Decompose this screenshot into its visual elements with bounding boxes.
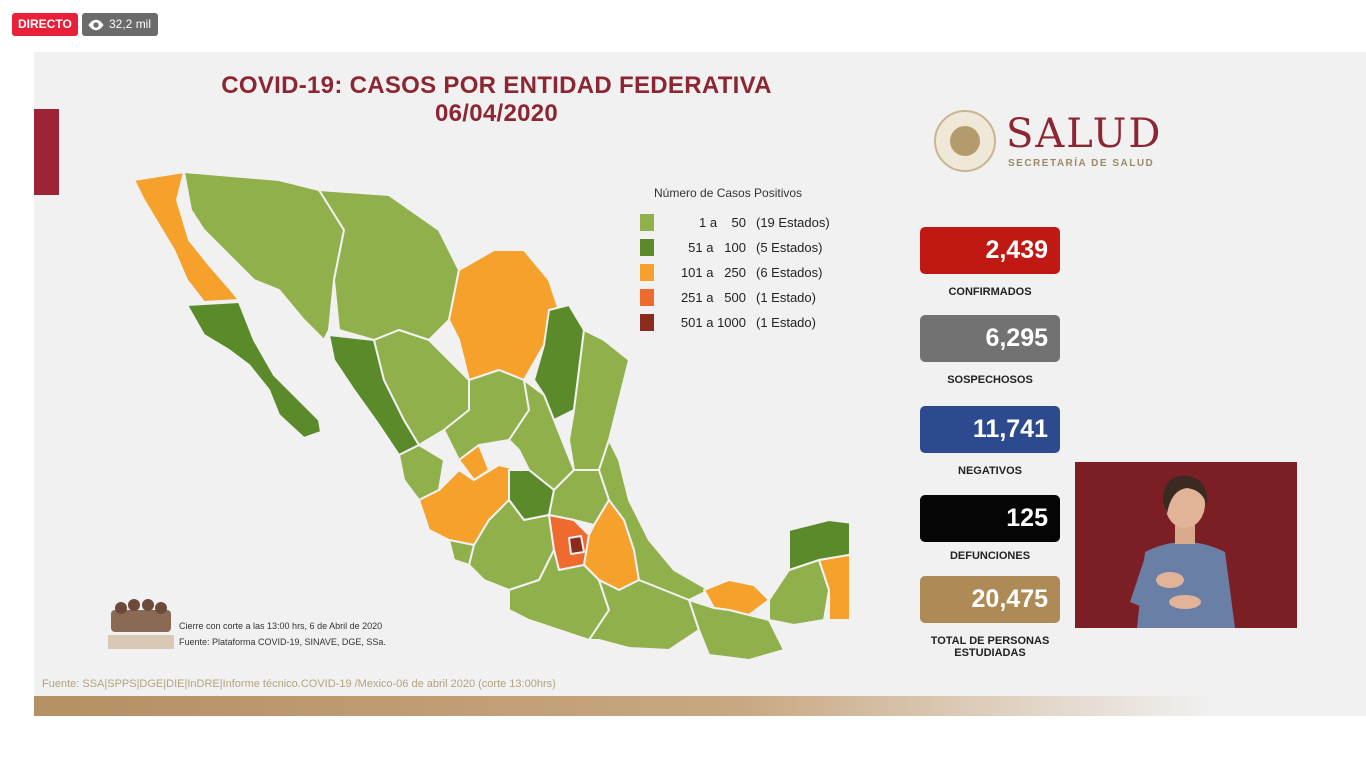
- legend-range: 251 a 500: [680, 290, 746, 305]
- logo-word: SALUD: [1006, 111, 1163, 157]
- mexico-map: [133, 171, 849, 660]
- legend-range: 501 a 1000: [680, 315, 746, 330]
- stat-sospechosos: 6,295 SOSPECHOSOS: [920, 315, 1060, 386]
- stat-negativos: 11,741 NEGATIVOS: [920, 406, 1060, 477]
- state-nuevo-leon: [533, 304, 585, 421]
- heroes-illustration-icon: [108, 599, 174, 649]
- legend-item: 101 a 250 (6 Estados): [640, 260, 870, 285]
- live-badge: DIRECTO: [12, 13, 78, 36]
- stat-value-box: 2,439: [920, 227, 1060, 274]
- legend-count: (6 Estados): [756, 265, 823, 280]
- legend-item: 51 a 100 (5 Estados): [640, 235, 870, 260]
- legend-count: (5 Estados): [756, 240, 823, 255]
- legend-swatch: [640, 214, 654, 231]
- stat-label: TOTAL DE PERSONAS ESTUDIADAS: [930, 635, 1050, 659]
- slide-source-line: Fuente: SSA|SPPS|DGE|DIE|InDRE|Informe t…: [42, 678, 556, 690]
- stat-label: SOSPECHOSOS: [947, 374, 1033, 386]
- state-baja-california-sur: [186, 301, 322, 439]
- state-coahuila: [448, 249, 560, 381]
- viewer-count-badge: 32,2 mil: [82, 13, 159, 36]
- state-chihuahua: [318, 189, 460, 341]
- legend-range: 51 a 100: [688, 240, 746, 255]
- salud-logo: SALUD SECRETARÍA DE SALUD: [934, 110, 1194, 174]
- state-ciudad-de-mexico: [568, 535, 585, 555]
- slide-footer-bar: [34, 696, 1214, 716]
- state-zacatecas: [443, 369, 530, 461]
- viewer-count: 32,2 mil: [109, 17, 152, 31]
- legend-count: (1 Estado): [756, 290, 816, 305]
- footnote-cutoff: Cierre con corte a las 13:00 hrs, 6 de A…: [179, 621, 383, 631]
- stat-value-box: 6,295: [920, 315, 1060, 362]
- stat-value-box: 125: [920, 495, 1060, 542]
- stat-label: DEFUNCIONES: [949, 550, 1031, 562]
- sign-language-interpreter-video: [1075, 462, 1297, 628]
- presentation-slide: COVID-19: CASOS POR ENTIDAD FEDERATIVA 0…: [34, 52, 1366, 716]
- legend-range: 1 a 50: [699, 215, 746, 230]
- map-footnote: Cierre con corte a las 13:00 hrs, 6 de A…: [179, 618, 386, 650]
- slide-title-date: 06/04/2020: [434, 100, 559, 127]
- state-veracruz: [598, 439, 710, 601]
- logo-subtitle: SECRETARÍA DE SALUD: [1008, 158, 1155, 169]
- state-campeche: [768, 559, 830, 626]
- stat-defunciones: 125 DEFUNCIONES: [920, 495, 1060, 562]
- legend-swatch: [640, 239, 654, 256]
- stat-label: CONFIRMADOS: [948, 286, 1032, 298]
- eye-icon: [88, 19, 104, 30]
- legend-swatch: [640, 314, 654, 331]
- state-quintana-roo: [818, 553, 849, 621]
- legend-count: (19 Estados): [756, 215, 830, 230]
- legend-range: 101 a 250: [680, 265, 746, 280]
- legend-title: Número de Casos Positivos: [654, 186, 803, 200]
- legend-swatch: [640, 289, 654, 306]
- stat-value-box: 20,475: [920, 576, 1060, 623]
- legend-item: 1 a 50 (19 Estados): [640, 210, 870, 235]
- slide-title: COVID-19: CASOS POR ENTIDAD FEDERATIVA 0…: [34, 72, 959, 128]
- slide-accent-bar: [34, 109, 59, 195]
- state-chiapas: [688, 599, 785, 660]
- slide-title-line1: COVID-19: CASOS POR ENTIDAD FEDERATIVA: [221, 72, 772, 99]
- coat-of-arms-seal-icon: [934, 110, 996, 172]
- map-legend: Número de Casos Positivos 1 a 50 (19 Est…: [640, 186, 870, 335]
- state-baja-california: [133, 171, 240, 303]
- legend-item: 251 a 500 (1 Estado): [640, 285, 870, 310]
- stat-value-box: 11,741: [920, 406, 1060, 453]
- stat-label: NEGATIVOS: [958, 465, 1022, 477]
- footnote-source: Fuente: Plataforma COVID-19, SINAVE, DGE…: [179, 637, 386, 647]
- legend-count: (1 Estado): [756, 315, 816, 330]
- stat-confirmados: 2,439 CONFIRMADOS: [920, 227, 1060, 298]
- stat-total-estudiadas: 20,475 TOTAL DE PERSONAS ESTUDIADAS: [920, 576, 1060, 659]
- legend-swatch: [640, 264, 654, 281]
- legend-item: 501 a 1000 (1 Estado): [640, 310, 870, 335]
- state-oaxaca: [588, 579, 700, 651]
